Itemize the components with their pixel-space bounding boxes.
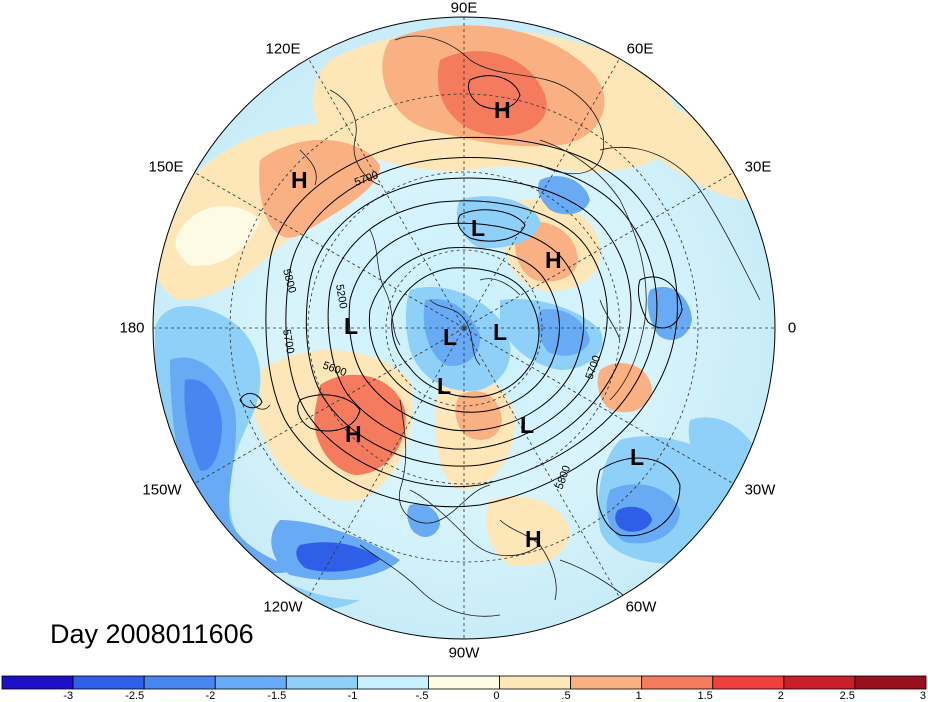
colorbar-swatch <box>499 675 572 690</box>
cold-anomaly-region <box>615 506 652 532</box>
cold-anomaly-region <box>407 503 440 537</box>
warm-anomaly-region <box>641 100 750 200</box>
longitude-label-0: 0 <box>787 319 797 337</box>
longitude-label-120w: 120W <box>263 598 303 616</box>
colorbar-swatch <box>72 675 145 690</box>
colorbar-swatch <box>712 675 785 690</box>
warm-anomaly-region <box>314 374 406 475</box>
anomaly-field <box>153 17 775 639</box>
high-pressure-center: H <box>345 421 362 447</box>
contour-label: 5700 <box>280 328 296 354</box>
longitude-label-30w: 30W <box>744 481 776 499</box>
map-boundary <box>152 16 776 640</box>
colorbar-swatch <box>641 675 714 690</box>
colorbar-tick-label: -2 <box>205 690 215 702</box>
colorbar-tick-label: -2.5 <box>125 690 144 702</box>
day-timestamp-label: Day 2008011606 <box>50 619 254 649</box>
high-pressure-center: H <box>545 247 562 273</box>
colorbar-swatch <box>783 675 856 690</box>
longitude-label-180: 180 <box>119 319 145 337</box>
low-pressure-center: L <box>443 324 457 350</box>
colorbar-swatch <box>428 675 500 690</box>
colorbar-tick-label: .5 <box>561 690 570 702</box>
longitude-label-90w: 90W <box>448 644 480 662</box>
pressure-centers: H H H H H L L L L L L L <box>291 97 644 552</box>
cold-anomaly-region <box>647 286 692 340</box>
coastlines <box>249 35 761 617</box>
longitude-label-120e: 120E <box>265 40 301 58</box>
low-pressure-center: L <box>471 215 485 241</box>
longitude-label-150w: 150W <box>142 481 182 499</box>
colorbar-tick-label: 1.5 <box>697 690 712 702</box>
low-pressure-center: L <box>344 313 358 339</box>
longitude-label-60w: 60W <box>625 598 657 616</box>
colorbar-swatch <box>854 675 927 690</box>
high-pressure-center: H <box>291 167 308 193</box>
colorbar-swatch <box>1 675 74 690</box>
colorbar-tick-label: -1.5 <box>267 690 286 702</box>
colorbar-tick-label: 3 <box>920 690 926 702</box>
low-pressure-center: L <box>493 319 507 345</box>
longitude-label-150e: 150E <box>148 158 184 176</box>
low-pressure-center: L <box>630 444 644 470</box>
colorbar-tick-label: -1 <box>348 690 358 702</box>
high-pressure-center: H <box>494 97 511 123</box>
warm-anomaly-region <box>437 51 547 136</box>
colorbar-swatch <box>570 675 643 690</box>
warm-anomaly-region <box>175 206 260 266</box>
longitude-label-90e: 90E <box>450 0 478 17</box>
cold-anomaly-region <box>184 379 222 471</box>
warm-anomaly-region <box>597 362 652 413</box>
graticule <box>153 17 775 639</box>
warm-anomaly-region <box>486 496 570 566</box>
cold-anomaly-region <box>296 542 380 572</box>
colorbar-swatch <box>356 675 429 690</box>
colorbar-tick-label: -.5 <box>416 690 429 702</box>
longitude-label-60e: 60E <box>626 40 654 58</box>
cold-anomaly-region <box>456 196 540 249</box>
colorbar-swatch <box>285 675 358 690</box>
colorbar-tick-label: -3 <box>63 690 73 702</box>
cold-anomaly-region <box>423 299 481 366</box>
colorbar-tick-label: 2.5 <box>840 690 855 702</box>
colorbar: -3 -2.5 -2 -1.5 -1 -.5 0 .5 1 1.5 2 2.5 3 <box>1 675 927 702</box>
high-pressure-center: H <box>525 526 542 552</box>
colorbar-tick-label: 0 <box>493 690 499 702</box>
warm-anomaly-region <box>455 391 502 440</box>
cold-anomaly-region <box>537 309 590 356</box>
colorbar-swatch <box>214 675 287 690</box>
longitude-label-30e: 30E <box>744 158 772 176</box>
colorbar-swatch <box>143 675 216 690</box>
colorbar-tick-label: 1 <box>636 690 642 702</box>
low-pressure-center: L <box>437 373 451 399</box>
low-pressure-center: L <box>520 412 534 438</box>
contour-label: 5200 <box>333 283 349 309</box>
colorbar-tick-label: 2 <box>778 690 784 702</box>
